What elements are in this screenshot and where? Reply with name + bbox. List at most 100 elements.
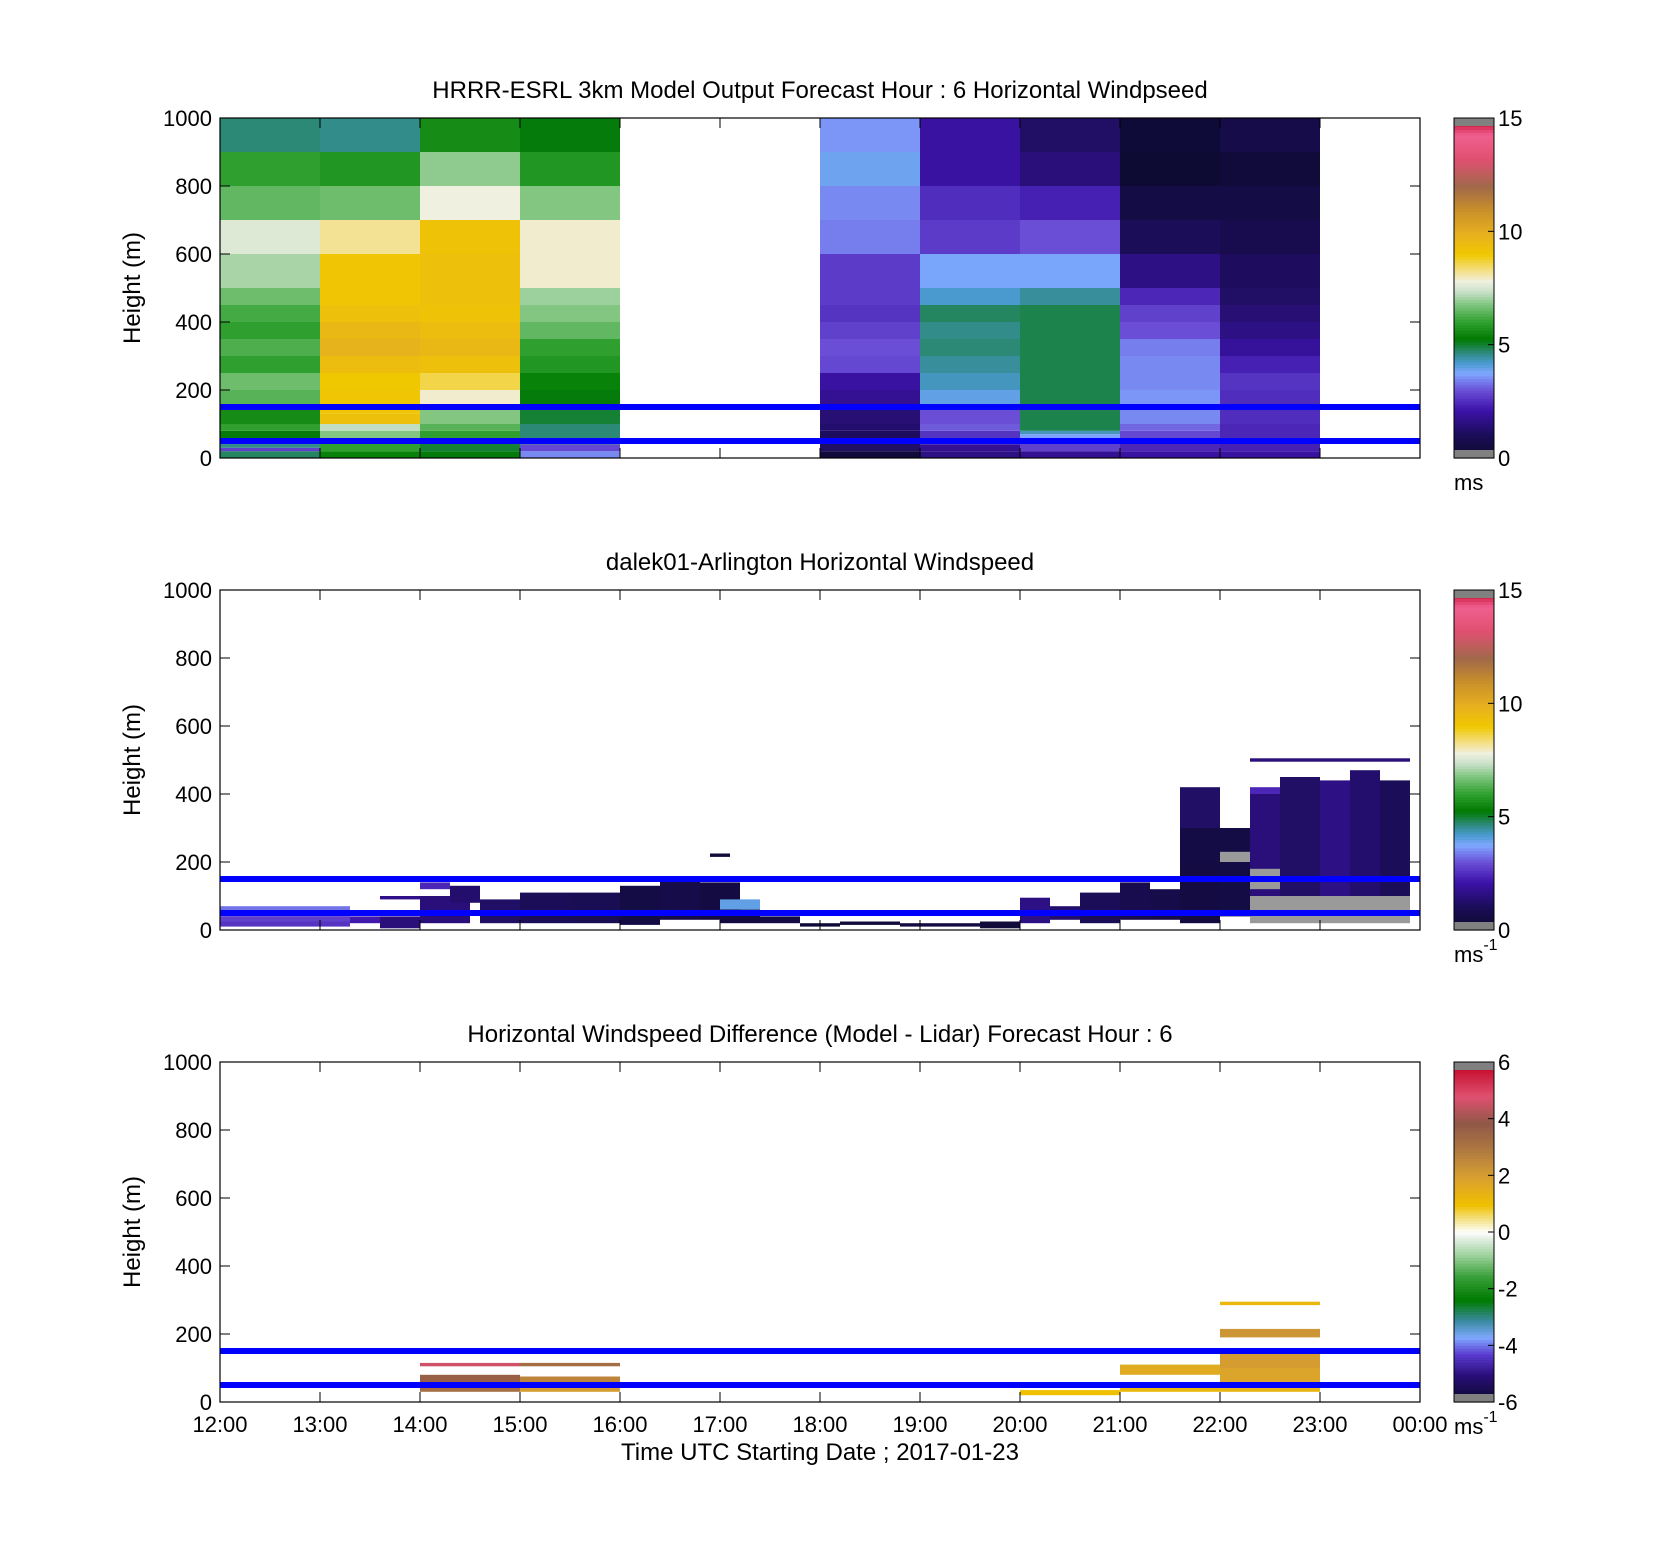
colorbar-segment	[1454, 310, 1494, 315]
colorbar-segment	[1454, 231, 1494, 235]
heatmap-cell	[380, 916, 420, 929]
colorbar-segment	[1454, 785, 1494, 789]
colorbar-unit: ms-1	[1454, 1409, 1498, 1439]
colorbar-segment	[1454, 822, 1494, 826]
heatmap-cell	[1220, 851, 1250, 862]
heatmap-cell	[220, 373, 320, 390]
colorbar-segment	[1454, 720, 1494, 724]
heatmap-cell	[420, 356, 520, 373]
colorbar-segment	[1454, 1266, 1494, 1270]
colorbar-segment	[1454, 1353, 1494, 1358]
heatmap-cell	[1080, 892, 1120, 924]
colorbar-segment	[1454, 771, 1494, 775]
reference-lines	[220, 404, 1420, 444]
heatmap-cell	[420, 1362, 520, 1367]
colorbar-segment	[1454, 242, 1494, 247]
colorbar-segment	[1454, 598, 1494, 602]
colorbar-segment	[1454, 322, 1494, 326]
x-tick-label: 13:00	[292, 1412, 347, 1437]
colorbar-segment	[1454, 853, 1494, 857]
heatmap-cell	[1220, 322, 1320, 339]
y-tick-label: 0	[200, 1390, 212, 1415]
colorbar-cap	[1454, 450, 1494, 458]
heatmap-cell	[1220, 407, 1320, 424]
colorbar-tick-label: -4	[1498, 1333, 1518, 1358]
colorbar-segment	[1454, 143, 1494, 147]
colorbar-segment	[1454, 751, 1494, 755]
colorbar-segment	[1454, 1166, 1494, 1171]
heatmap-cell	[1220, 220, 1320, 254]
heatmap-cell	[1380, 780, 1410, 910]
colorbar-segment	[1454, 757, 1494, 761]
colorbar-segment	[1454, 299, 1494, 303]
colorbar-segment	[1454, 307, 1494, 312]
heatmap-cell	[920, 186, 1020, 220]
colorbar-segment	[1454, 228, 1494, 232]
heatmap-cell	[1120, 254, 1220, 288]
heatmap-cell	[570, 892, 620, 924]
colorbar-segment	[1454, 904, 1494, 908]
colorbar-segment	[1454, 607, 1494, 611]
colorbar-segment	[1454, 658, 1494, 662]
heatmap-cell	[1120, 322, 1220, 339]
y-tick-label: 400	[175, 310, 212, 335]
colorbar-segment	[1454, 1291, 1494, 1295]
y-tick-label: 1000	[163, 106, 212, 131]
colorbar-segment	[1454, 856, 1494, 860]
heatmap-cell	[420, 441, 520, 452]
colorbar: 0 5 10 15 ms-1	[1453, 578, 1522, 967]
colorbar-segment	[1454, 1362, 1494, 1366]
colorbar-segment	[1454, 1288, 1494, 1293]
panel-title: Horizontal Windspeed Difference (Model -…	[467, 1021, 1172, 1048]
colorbar-segment	[1454, 1158, 1494, 1162]
colorbar-segment	[1454, 1274, 1494, 1278]
colorbar-segment	[1454, 1234, 1494, 1239]
heatmap-cell	[1020, 451, 1120, 458]
heatmap-cell	[1120, 305, 1220, 322]
colorbar-segment	[1454, 350, 1494, 354]
colorbar-segment	[1454, 285, 1494, 289]
colorbar-segment	[1454, 1084, 1494, 1089]
heatmap-cell	[220, 906, 350, 912]
colorbar-segment	[1454, 833, 1494, 838]
colorbar-segment	[1454, 330, 1494, 334]
colorbar-segment	[1454, 146, 1494, 150]
colorbar-segment	[1454, 1223, 1494, 1227]
heatmap-cell	[520, 444, 620, 452]
y-tick-label: 600	[175, 1186, 212, 1211]
x-tick-label: 20:00	[992, 1412, 1047, 1437]
heatmap-cell	[1220, 152, 1320, 186]
heatmap-cell	[520, 288, 620, 305]
heatmap-cell	[1220, 828, 1250, 917]
colorbar-segment	[1454, 768, 1494, 772]
colorbar-segment	[1454, 302, 1494, 306]
colorbar-segment	[1454, 1104, 1494, 1108]
heatmap-cell	[920, 322, 1020, 339]
colorbar-segment	[1454, 239, 1494, 244]
y-tick-label: 1000	[163, 578, 212, 603]
colorbar-segment	[1454, 1107, 1494, 1111]
reference-lines	[220, 1348, 1420, 1388]
colorbar-segment	[1454, 641, 1494, 645]
heatmap-cell	[820, 322, 920, 339]
colorbar-segment	[1454, 211, 1494, 215]
colorbar-segment	[1454, 1195, 1494, 1199]
heatmap-cell	[920, 424, 1020, 431]
heatmap-cell	[420, 1374, 520, 1384]
heatmap-cell	[920, 451, 1020, 458]
colorbar-segment	[1454, 1132, 1494, 1137]
colorbar-segment	[1454, 862, 1494, 866]
colorbar-segment	[1454, 324, 1494, 329]
colorbar-cap	[1454, 1062, 1494, 1070]
colorbar-segment	[1454, 1144, 1494, 1148]
colorbar-segment	[1454, 160, 1494, 164]
colorbar-segment	[1454, 717, 1494, 721]
colorbar-segment	[1454, 435, 1494, 439]
colorbar-segment	[1454, 166, 1494, 170]
colorbar-segment	[1454, 1336, 1494, 1341]
heatmap-cell	[710, 853, 730, 857]
colorbar-segment	[1454, 765, 1494, 770]
colorbar-segment	[1454, 429, 1494, 434]
heatmap-cell	[320, 339, 420, 356]
heatmap-cell	[520, 1376, 620, 1384]
